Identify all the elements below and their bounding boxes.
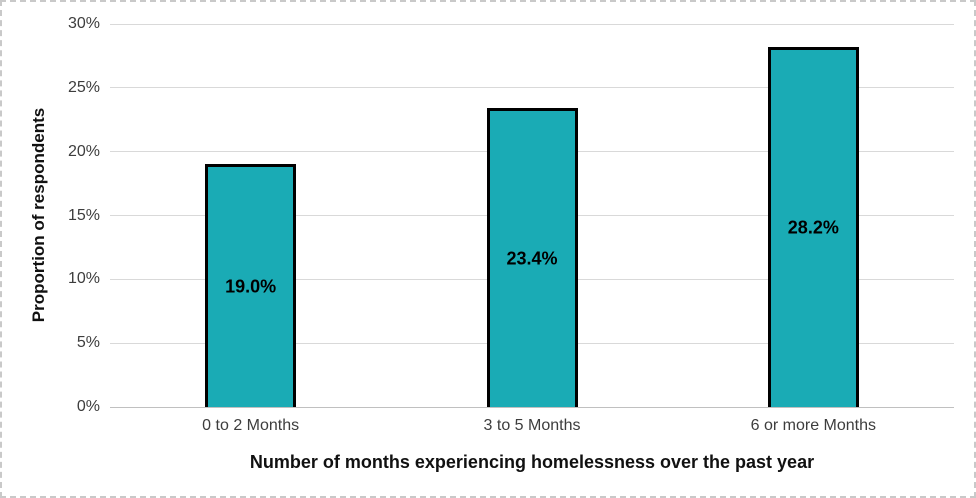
y-tick-label: 25% bbox=[67, 78, 100, 96]
x-axis-line bbox=[110, 406, 954, 408]
x-tick-label: 0 to 2 Months bbox=[202, 417, 300, 434]
bar: 19.0% bbox=[205, 164, 297, 407]
gridline bbox=[110, 23, 954, 25]
bar-data-label: 23.4% bbox=[506, 248, 558, 269]
gridline bbox=[110, 87, 954, 89]
x-tick-label: 3 to 5 Months bbox=[483, 417, 581, 434]
y-tick-label: 10% bbox=[67, 270, 100, 288]
y-tick-label: 30% bbox=[67, 15, 100, 32]
x-axis-title: Number of months experiencing homelessne… bbox=[249, 452, 815, 472]
x-tick-label: 6 or more Months bbox=[750, 417, 877, 434]
bar-data-label: 28.2% bbox=[787, 217, 839, 238]
bar: 28.2% bbox=[767, 46, 859, 407]
plot-area: 19.0% 23.4% 28.2% bbox=[110, 23, 954, 408]
y-tick-label: 15% bbox=[67, 206, 100, 224]
bar: 23.4% bbox=[486, 108, 578, 407]
y-tick-label: 0% bbox=[76, 398, 100, 415]
bar-data-label: 19.0% bbox=[225, 276, 277, 297]
y-tick-label: 5% bbox=[76, 334, 100, 352]
y-tick-label: 20% bbox=[67, 142, 100, 160]
